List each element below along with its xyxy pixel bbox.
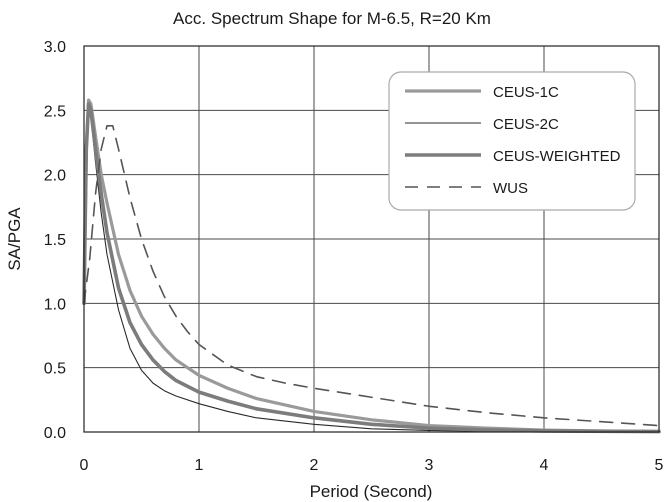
y-tick-label: 1.0	[44, 296, 66, 313]
x-tick-label: 2	[310, 457, 319, 474]
x-tick-labels: 0 1 2 3 4 5	[80, 457, 664, 474]
y-tick-labels: 0.0 0.5 1.0 1.5 2.0 2.5 3.0	[44, 39, 66, 442]
series-line-wus	[83, 124, 660, 427]
legend-label: CEUS-WEIGHTED	[493, 148, 621, 165]
chart-title: Acc. Spectrum Shape for M-6.5, R=20 Km	[173, 9, 491, 28]
x-axis-label: Period (Second)	[310, 482, 433, 501]
series-lines	[82, 98, 661, 434]
legend-box	[388, 71, 636, 211]
legend-items: CEUS-1C CEUS-2C CEUS-WEIGHTED WUS	[405, 84, 621, 197]
y-axis-label: SA/PGA	[5, 207, 24, 271]
y-tick-label: 1.5	[44, 232, 66, 249]
series-line-ceus-weighted	[82, 102, 661, 434]
legend-label: WUS	[493, 180, 528, 197]
y-tick-label: 3.0	[44, 39, 66, 56]
x-tick-label: 5	[655, 457, 664, 474]
legend-label: CEUS-2C	[493, 116, 559, 133]
y-tick-label: 2.5	[44, 103, 66, 120]
y-tick-label: 0.0	[44, 425, 66, 442]
legend-label: CEUS-1C	[493, 84, 559, 101]
y-tick-label: 0.5	[44, 361, 66, 378]
legend: CEUS-1C CEUS-2C CEUS-WEIGHTED WUS	[388, 71, 636, 211]
plot-frame	[83, 45, 660, 433]
y-tick-label: 2.0	[44, 168, 66, 185]
x-tick-label: 1	[195, 457, 204, 474]
x-tick-label: 3	[425, 457, 434, 474]
x-tick-label: 4	[540, 457, 549, 474]
x-tick-label: 0	[80, 457, 89, 474]
